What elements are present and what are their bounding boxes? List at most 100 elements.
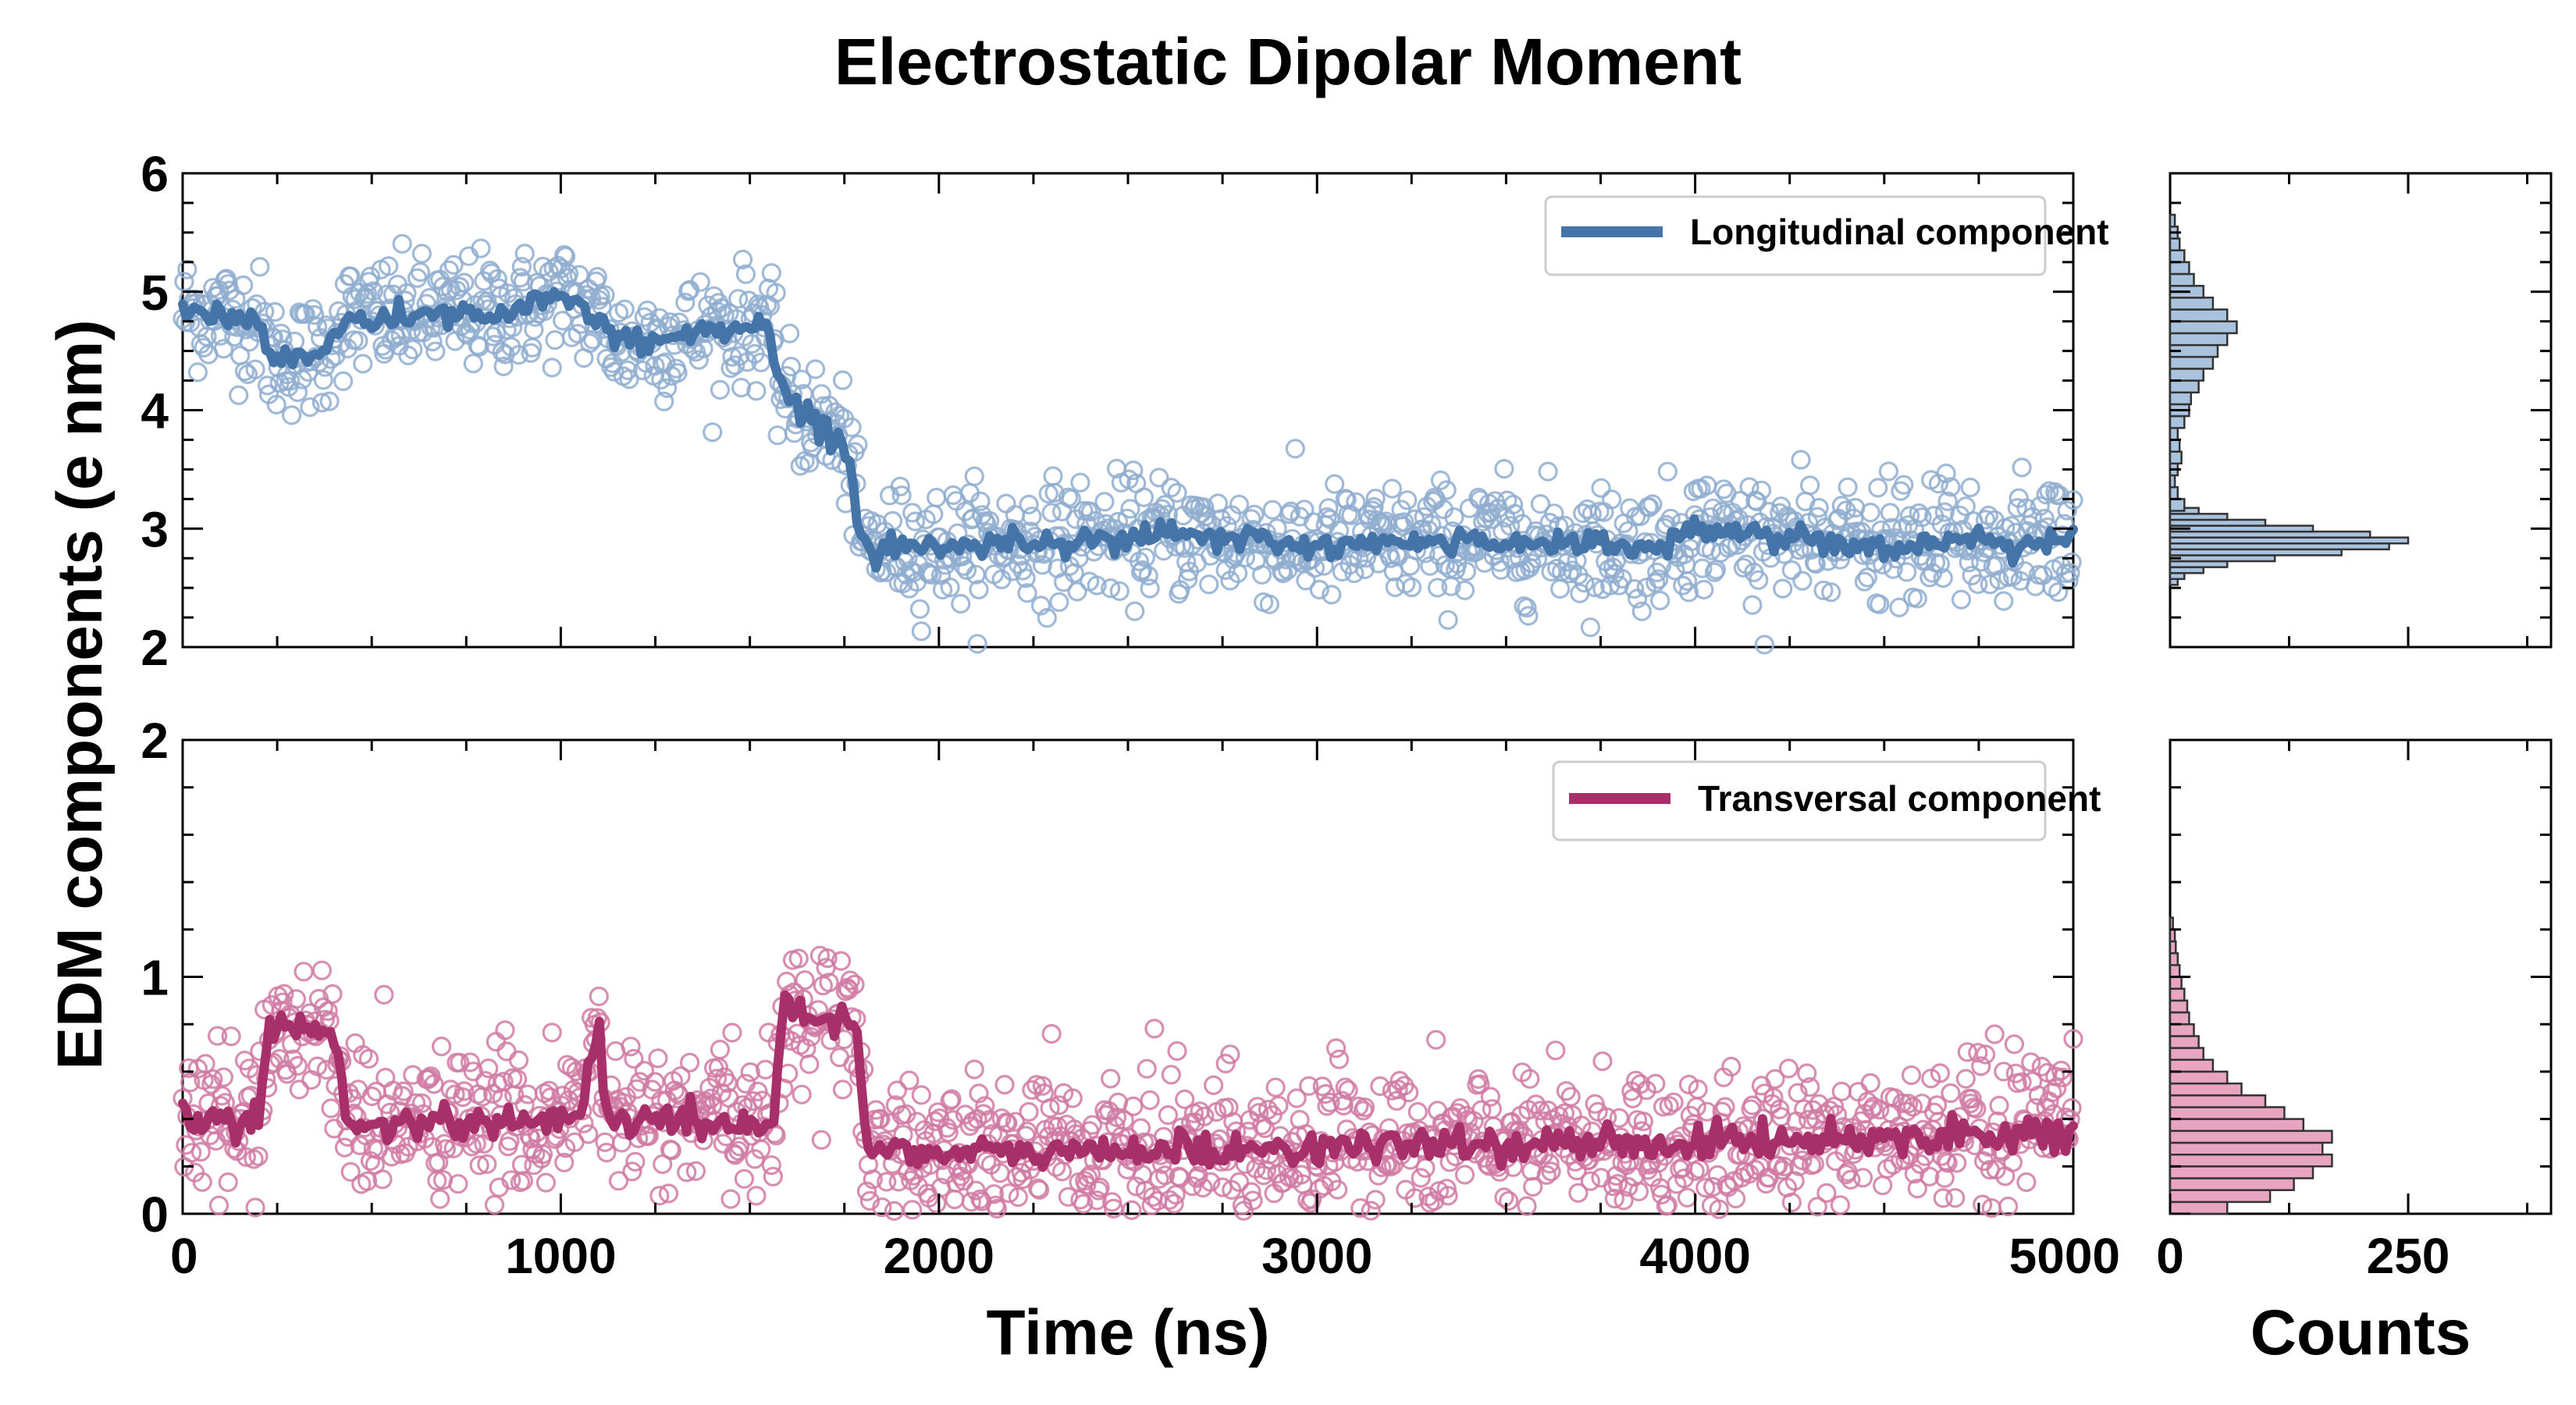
transversal-point bbox=[286, 989, 306, 1009]
longitudinal-point bbox=[890, 476, 910, 496]
longitudinal-point bbox=[587, 267, 607, 287]
transversal-point bbox=[1159, 1190, 1179, 1210]
longitudinal-point bbox=[1296, 571, 1316, 591]
transversal-point bbox=[1539, 1154, 1560, 1174]
longitudinal-point bbox=[1665, 560, 1685, 581]
transversal-point bbox=[961, 1192, 981, 1212]
longitudinal-point bbox=[1680, 539, 1700, 559]
longitudinal-point bbox=[829, 405, 850, 426]
transversal-point bbox=[1904, 1164, 1924, 1184]
transversal-point bbox=[1137, 1058, 1157, 1079]
longitudinal-point bbox=[617, 360, 638, 380]
longitudinal-point bbox=[1650, 590, 1670, 611]
longitudinal-point bbox=[542, 357, 562, 378]
transversal-point bbox=[1968, 1043, 1988, 1063]
transversal-scatter-layer bbox=[173, 945, 2083, 1222]
transversal-point bbox=[454, 1081, 475, 1101]
longitudinal-point bbox=[1087, 575, 1107, 596]
transversal-point bbox=[1019, 1101, 1039, 1122]
longitudinal-point bbox=[1677, 571, 1698, 592]
transversal-point bbox=[877, 1172, 897, 1192]
longitudinal-point bbox=[1880, 503, 1900, 523]
transversal-point bbox=[1646, 1073, 1666, 1094]
longitudinal-point bbox=[340, 266, 361, 286]
longitudinal-point bbox=[333, 371, 354, 391]
transversal-histogram-bar bbox=[2169, 999, 2189, 1014]
transversal-point bbox=[1256, 1160, 1277, 1180]
longitudinal-point bbox=[1624, 578, 1645, 599]
longitudinal-point bbox=[1978, 505, 1998, 526]
transversal-point bbox=[945, 1189, 965, 1210]
transversal-point bbox=[899, 1070, 920, 1090]
longitudinal-point bbox=[1889, 597, 1909, 617]
longitudinal-point bbox=[951, 593, 971, 614]
transversal-point bbox=[734, 1168, 755, 1189]
transversal-point bbox=[940, 1090, 960, 1111]
transversal-point bbox=[450, 1052, 470, 1072]
transversal-point bbox=[1966, 1098, 1987, 1119]
longitudinal-point bbox=[1037, 607, 1057, 628]
transversal-point bbox=[729, 1136, 750, 1157]
longitudinal-histogram-bar bbox=[2169, 474, 2176, 489]
x-axis-label: Time (ns) bbox=[987, 1297, 1270, 1368]
longitudinal-point bbox=[1149, 468, 1169, 488]
transversal-point bbox=[431, 1036, 452, 1057]
longitudinal-point bbox=[411, 244, 432, 264]
longitudinal-point bbox=[619, 369, 639, 389]
transversal-point bbox=[508, 1050, 529, 1071]
transversal-point bbox=[1041, 1023, 1062, 1044]
longitudinal-point bbox=[471, 238, 491, 258]
transversal-point bbox=[624, 1048, 644, 1069]
longitudinal-point bbox=[398, 345, 418, 365]
longitudinal-point bbox=[1030, 596, 1051, 616]
longitudinal-histogram-bar bbox=[2169, 486, 2179, 500]
longitudinal-point bbox=[1980, 574, 2000, 595]
transversal-point bbox=[195, 1054, 215, 1074]
transversal-point bbox=[1580, 1171, 1601, 1191]
longitudinal-point bbox=[443, 254, 464, 275]
longitudinal-point bbox=[654, 391, 674, 412]
longitudinal-point bbox=[1251, 564, 1272, 585]
transversal-point bbox=[1032, 1076, 1053, 1096]
transversal-point bbox=[1499, 1190, 1519, 1211]
longitudinal-legend: Longitudinal component bbox=[1544, 195, 2109, 276]
longitudinal-point bbox=[187, 362, 208, 382]
transversal-point bbox=[1158, 1104, 1179, 1126]
transversal-point bbox=[1797, 1063, 1817, 1083]
transversal-point bbox=[190, 1141, 211, 1162]
longitudinal-point bbox=[397, 283, 417, 304]
longitudinal-point bbox=[1912, 507, 1932, 528]
transversal-point bbox=[482, 1083, 503, 1104]
transversal-point bbox=[2012, 1072, 2032, 1092]
longitudinal-point bbox=[667, 363, 688, 383]
transversal-histogram-bar bbox=[2169, 940, 2177, 955]
longitudinal-point bbox=[1201, 546, 1221, 566]
longitudinal-point bbox=[792, 369, 812, 389]
transversal-point bbox=[1930, 1063, 1950, 1083]
longitudinal-point bbox=[234, 361, 255, 382]
longitudinal-point bbox=[1800, 475, 1820, 496]
transversal-point bbox=[964, 1059, 984, 1080]
longitudinal-scatter-layer bbox=[173, 233, 2083, 655]
transversal-point bbox=[746, 1186, 767, 1206]
transversal-point bbox=[1077, 1168, 1098, 1188]
transversal-point bbox=[788, 948, 809, 969]
longitudinal-point bbox=[1749, 570, 1769, 590]
longitudinal-point bbox=[1813, 580, 1834, 600]
longitudinal-point bbox=[2062, 552, 2082, 572]
longitudinal-point bbox=[1909, 503, 1929, 524]
longitudinal-point bbox=[1317, 507, 1337, 528]
transversal-point bbox=[1090, 1177, 1110, 1198]
longitudinal-point bbox=[891, 485, 912, 506]
transversal-point bbox=[994, 1074, 1015, 1095]
longitudinal-point bbox=[1235, 547, 1255, 567]
longitudinal-point bbox=[1930, 553, 1950, 574]
longitudinal-point bbox=[781, 357, 802, 377]
transversal-histogram-bar bbox=[2169, 1011, 2190, 1026]
transversal-point bbox=[1268, 1095, 1289, 1116]
longitudinal-point bbox=[1657, 461, 1678, 482]
longitudinal-point bbox=[1318, 498, 1339, 518]
longitudinal-point bbox=[308, 317, 328, 337]
longitudinal-point bbox=[1153, 540, 1174, 561]
transversal-point bbox=[2063, 1029, 2083, 1049]
